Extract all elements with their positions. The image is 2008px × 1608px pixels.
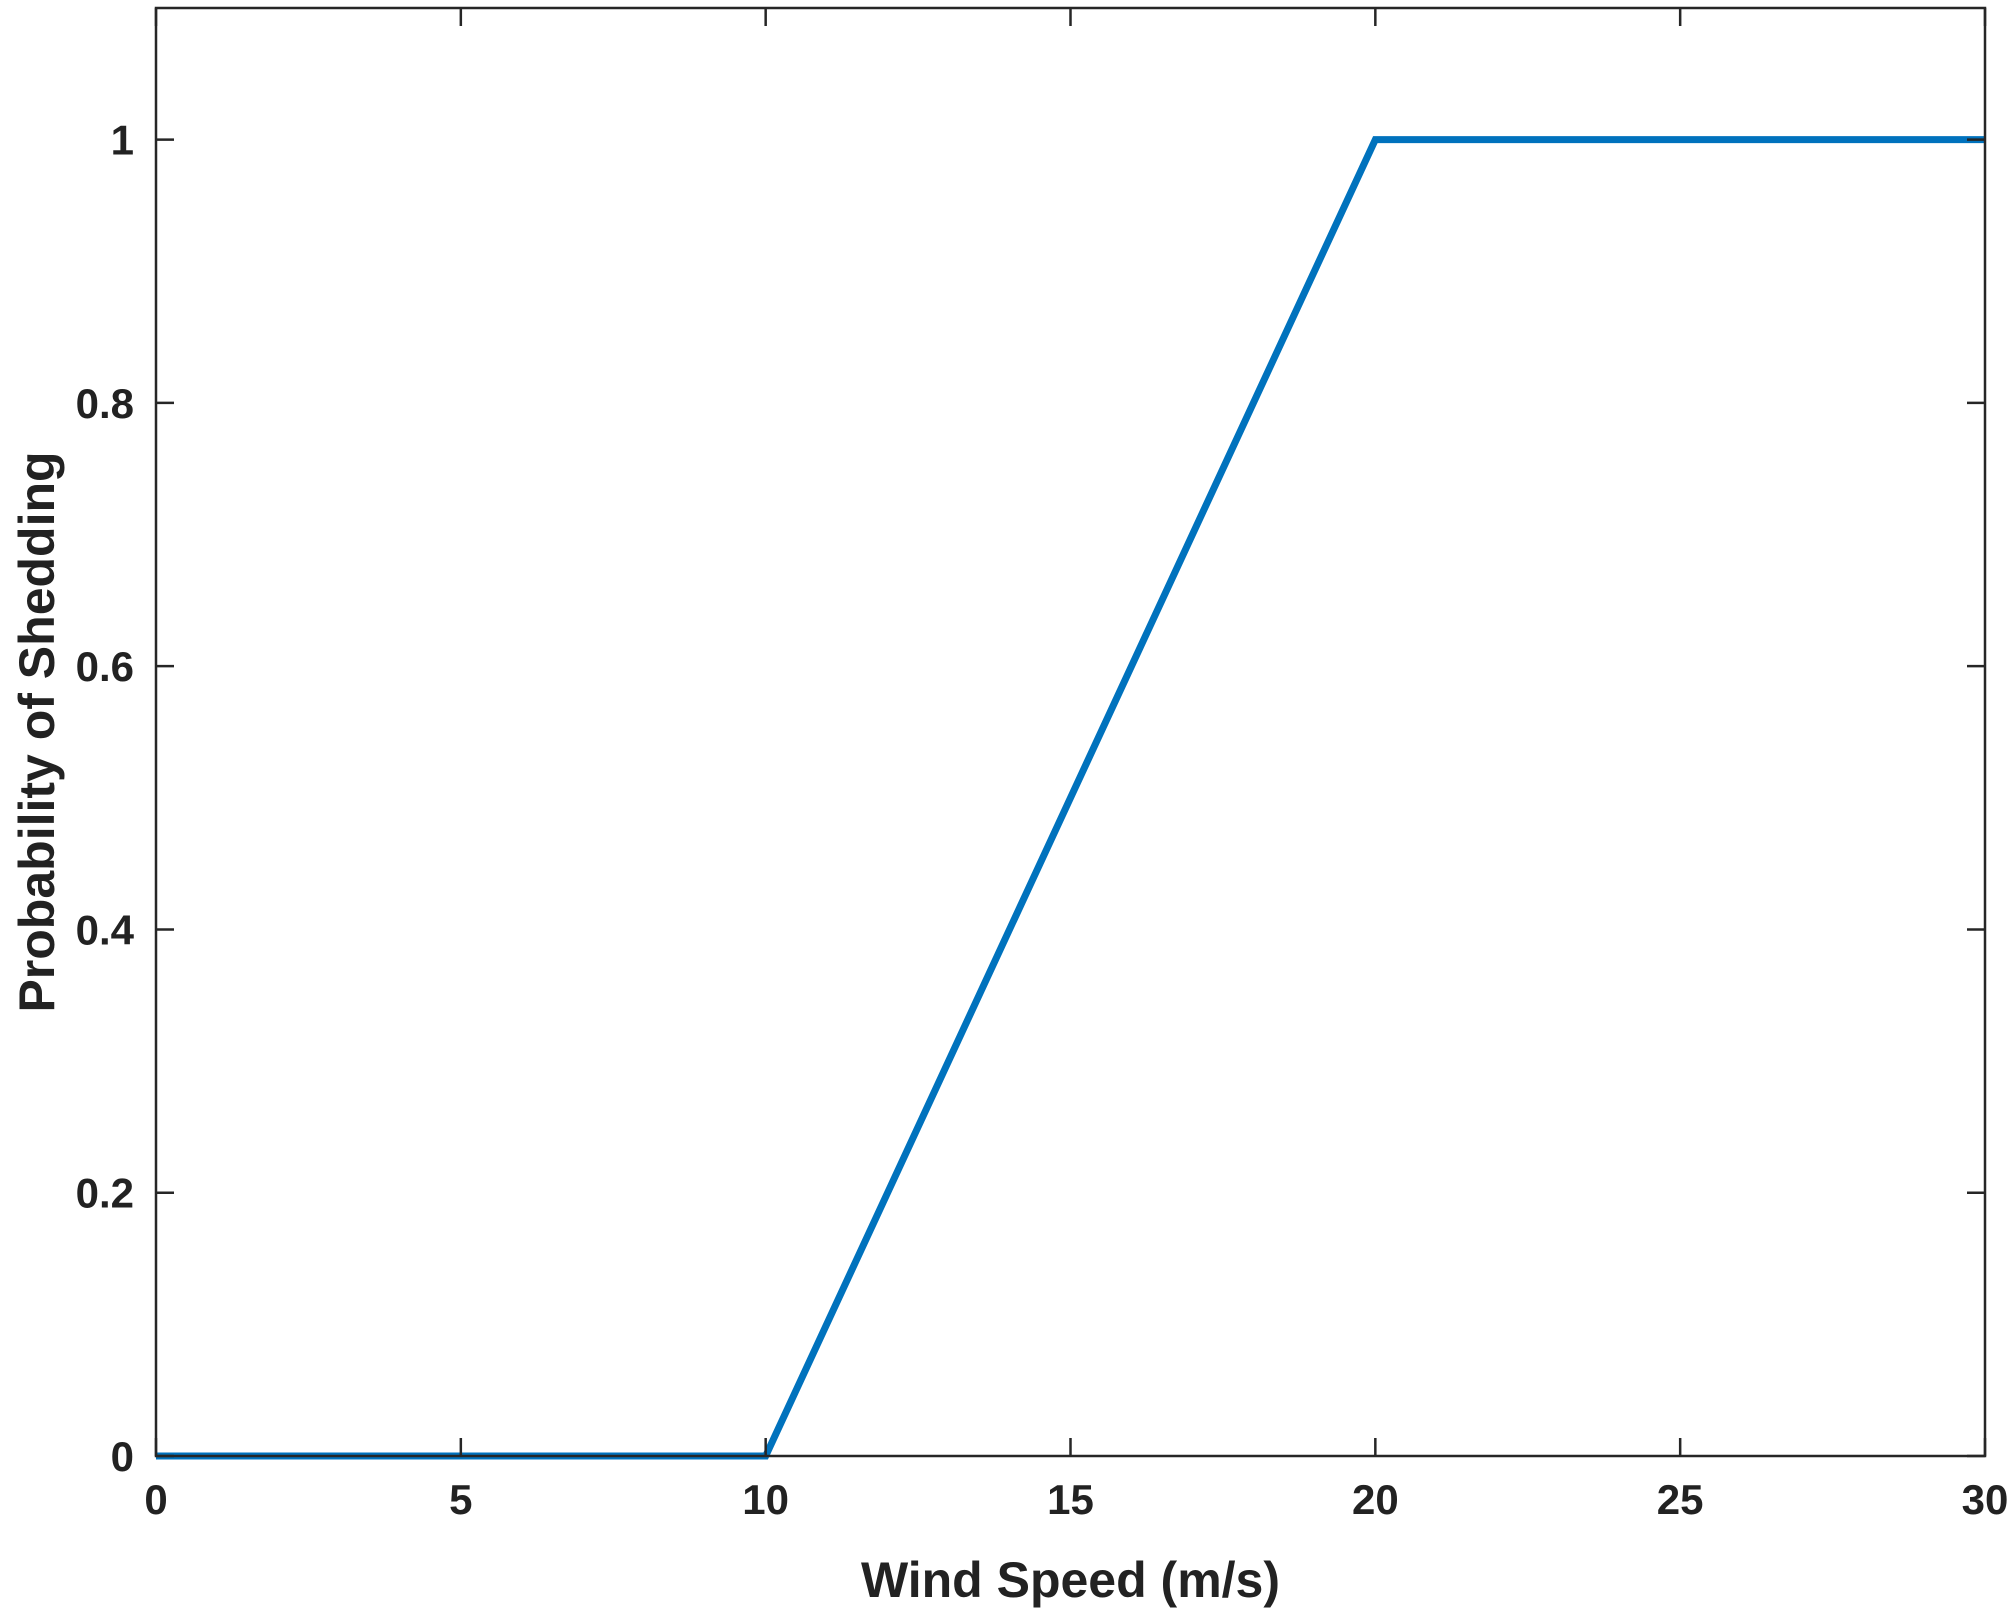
x-axis: 0 5 10 15 20 25 30 — [144, 8, 2008, 1523]
x-tick-label: 10 — [742, 1476, 789, 1523]
y-tick-label: 0.8 — [76, 380, 134, 427]
x-tick-label: 30 — [1962, 1476, 2008, 1523]
y-tick-label: 1 — [111, 117, 134, 164]
y-tick-label: 0.6 — [76, 643, 134, 690]
x-axis-label: Wind Speed (m/s) — [861, 1552, 1280, 1608]
y-axis-label: Probability of Shedding — [9, 451, 65, 1012]
x-tick-label: 15 — [1047, 1476, 1094, 1523]
y-tick-label: 0.2 — [76, 1170, 134, 1217]
x-tick-label: 0 — [144, 1476, 167, 1523]
x-tick-label: 5 — [449, 1476, 472, 1523]
x-tick-label: 20 — [1352, 1476, 1399, 1523]
y-tick-label: 0.4 — [76, 906, 135, 953]
y-axis: 0 0.2 0.4 0.6 0.8 1 — [76, 117, 1985, 1480]
x-tick-label: 25 — [1657, 1476, 1704, 1523]
y-tick-label: 0 — [111, 1433, 134, 1480]
